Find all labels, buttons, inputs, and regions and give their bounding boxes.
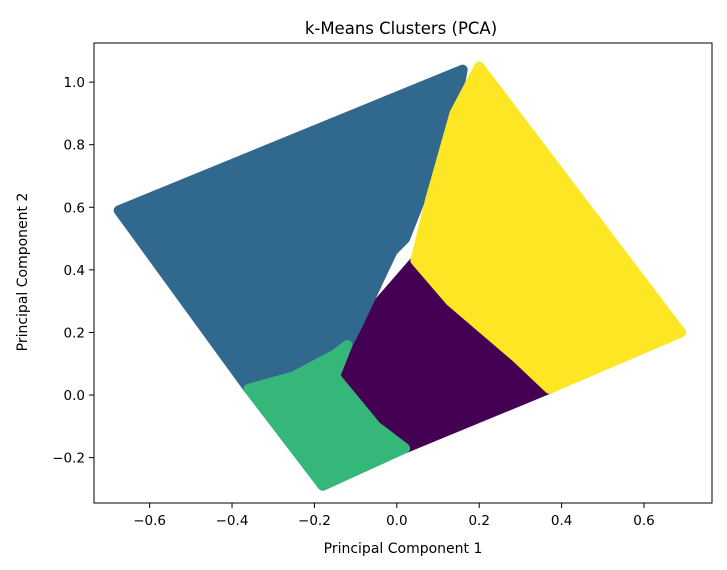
y-tick-label: 0.2: [64, 325, 85, 341]
x-tick-label: 0.0: [386, 513, 407, 529]
x-tick-label: 0.4: [551, 513, 572, 529]
plot-area: [113, 61, 687, 491]
y-tick-label: 1.0: [64, 75, 85, 91]
x-tick-label: −0.2: [298, 513, 331, 529]
x-tick-label: 0.2: [468, 513, 489, 529]
x-axis-title: Principal Component 1: [324, 541, 483, 557]
x-tick-label: 0.6: [633, 513, 654, 529]
y-tick-label: −0.2: [52, 451, 85, 467]
axes-frame: [93, 42, 713, 504]
y-tick-label: 0.6: [64, 200, 85, 216]
y-axis: −0.2 0.0 0.2 0.4 0.6 0.8 1.0: [52, 75, 94, 467]
y-tick-label: 0.4: [64, 263, 85, 279]
x-tick-label: −0.6: [133, 513, 166, 529]
x-axis: −0.6 −0.4 −0.2 0.0 0.2 0.4 0.6: [133, 503, 655, 529]
y-tick-label: 0.8: [64, 138, 85, 154]
cluster-4-region: [410, 61, 687, 394]
y-axis-title: Principal Component 2: [15, 193, 31, 352]
y-tick-label: 0.0: [64, 388, 85, 404]
chart-title: k-Means Clusters (PCA): [305, 19, 497, 38]
cluster-3-region: [243, 340, 411, 491]
x-tick-label: −0.4: [216, 513, 249, 529]
